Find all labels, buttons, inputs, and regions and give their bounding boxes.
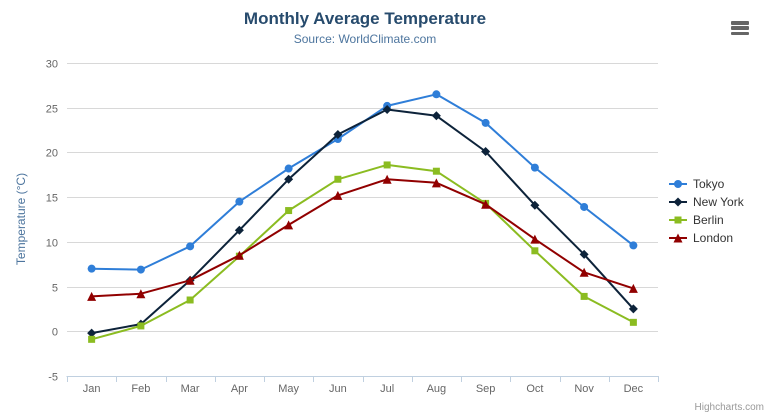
y-tick-label: 5	[52, 283, 58, 295]
data-point-london-jun[interactable]	[333, 190, 343, 200]
diamond-legend-marker-icon	[669, 197, 687, 207]
y-tick-label: 15	[46, 193, 58, 205]
series-line-new-york	[90, 108, 635, 335]
data-point-london-nov[interactable]	[579, 267, 589, 277]
y-tick-label: 10	[46, 238, 58, 250]
series-line-berlin	[90, 163, 635, 341]
x-tick-label: Oct	[526, 383, 543, 395]
legend-label: London	[693, 231, 734, 245]
legend-label: New York	[693, 195, 744, 209]
hamburger-icon[interactable]	[731, 20, 749, 36]
data-point-london-oct[interactable]	[530, 234, 540, 244]
data-point-berlin-nov[interactable]	[580, 292, 588, 300]
data-point-berlin-aug[interactable]	[432, 167, 440, 175]
x-tick-label: Feb	[131, 383, 150, 395]
data-point-tokyo-nov[interactable]	[580, 202, 589, 211]
series-line-london	[90, 178, 635, 298]
data-point-tokyo-may[interactable]	[284, 164, 293, 173]
data-point-tokyo-oct[interactable]	[530, 163, 539, 172]
legend-label: Berlin	[693, 213, 724, 227]
x-tick-label: Aug	[427, 383, 447, 395]
y-tick-label: 30	[46, 59, 58, 71]
data-point-new-york-apr[interactable]	[234, 225, 244, 235]
y-axis-title: Temperature (°C)	[14, 172, 28, 266]
x-tick-label: Dec	[624, 383, 644, 395]
legend-item-berlin[interactable]: Berlin	[668, 211, 744, 229]
data-point-london-jan[interactable]	[87, 291, 97, 301]
chart-subtitle: Source: WorldClimate.com	[293, 32, 437, 46]
y-tick-label: -5	[48, 372, 58, 384]
data-point-london-may[interactable]	[284, 220, 294, 230]
x-tick-label: Jan	[83, 383, 101, 395]
data-point-london-sep[interactable]	[481, 199, 491, 209]
square-legend-marker-icon	[669, 216, 687, 224]
legend-item-london[interactable]: London	[668, 229, 744, 247]
data-point-berlin-mar[interactable]	[186, 296, 194, 304]
data-point-london-aug[interactable]	[431, 178, 441, 188]
x-tick-label: Apr	[231, 383, 248, 395]
data-point-berlin-feb[interactable]	[137, 322, 145, 330]
y-tick-label: 25	[46, 104, 58, 116]
data-point-new-york-sep[interactable]	[481, 147, 491, 157]
data-point-tokyo-aug[interactable]	[432, 90, 441, 99]
data-point-london-mar[interactable]	[185, 275, 195, 285]
data-point-berlin-jun[interactable]	[334, 175, 342, 183]
data-point-tokyo-mar[interactable]	[186, 242, 195, 251]
data-point-london-jul[interactable]	[382, 174, 392, 184]
data-point-new-york-jun[interactable]	[333, 130, 343, 140]
highcharts-credit-link[interactable]: Highcharts.com	[694, 402, 764, 413]
hamburger-bar	[731, 26, 749, 30]
y-tick-label: 20	[46, 148, 58, 160]
data-point-new-york-may[interactable]	[284, 174, 294, 184]
x-tick-label: Nov	[574, 383, 594, 395]
x-tick-label: Sep	[476, 383, 496, 395]
circle-legend-marker-icon	[669, 180, 687, 188]
series-line-tokyo	[90, 93, 635, 271]
triangle-legend-marker-icon	[669, 233, 687, 243]
data-point-new-york-aug[interactable]	[431, 111, 441, 121]
legend-item-tokyo[interactable]: Tokyo	[668, 175, 744, 193]
data-point-new-york-jan[interactable]	[87, 328, 97, 338]
data-point-berlin-may[interactable]	[285, 207, 293, 215]
x-tick-label: May	[278, 383, 299, 395]
legend-item-new-york[interactable]: New York	[668, 193, 744, 211]
data-point-new-york-oct[interactable]	[530, 200, 540, 210]
data-point-tokyo-apr[interactable]	[235, 197, 244, 206]
legend-label: Tokyo	[693, 177, 725, 191]
x-tick-label: Mar	[181, 383, 200, 395]
data-point-london-dec[interactable]	[628, 283, 638, 293]
data-point-berlin-oct[interactable]	[531, 247, 539, 255]
data-point-berlin-jul[interactable]	[383, 161, 391, 169]
data-point-new-york-nov[interactable]	[579, 249, 589, 259]
legend: Tokyo New York Berlin London	[668, 175, 744, 247]
data-point-new-york-jul[interactable]	[382, 105, 392, 115]
data-point-tokyo-sep[interactable]	[481, 118, 490, 127]
data-point-berlin-jan[interactable]	[88, 335, 96, 343]
y-tick-label: 0	[52, 327, 58, 339]
hamburger-bar	[731, 31, 749, 35]
x-tick-label: Jun	[329, 383, 347, 395]
x-tick-label: Jul	[380, 383, 394, 395]
data-point-london-feb[interactable]	[136, 289, 146, 299]
hamburger-bar	[731, 21, 749, 25]
data-point-tokyo-feb[interactable]	[136, 265, 145, 274]
chart-title: Monthly Average Temperature	[243, 9, 487, 28]
data-point-berlin-dec[interactable]	[629, 318, 637, 326]
data-point-london-apr[interactable]	[234, 250, 244, 260]
data-point-new-york-dec[interactable]	[628, 304, 638, 314]
data-point-tokyo-jan[interactable]	[87, 264, 96, 273]
data-point-tokyo-dec[interactable]	[629, 241, 638, 250]
